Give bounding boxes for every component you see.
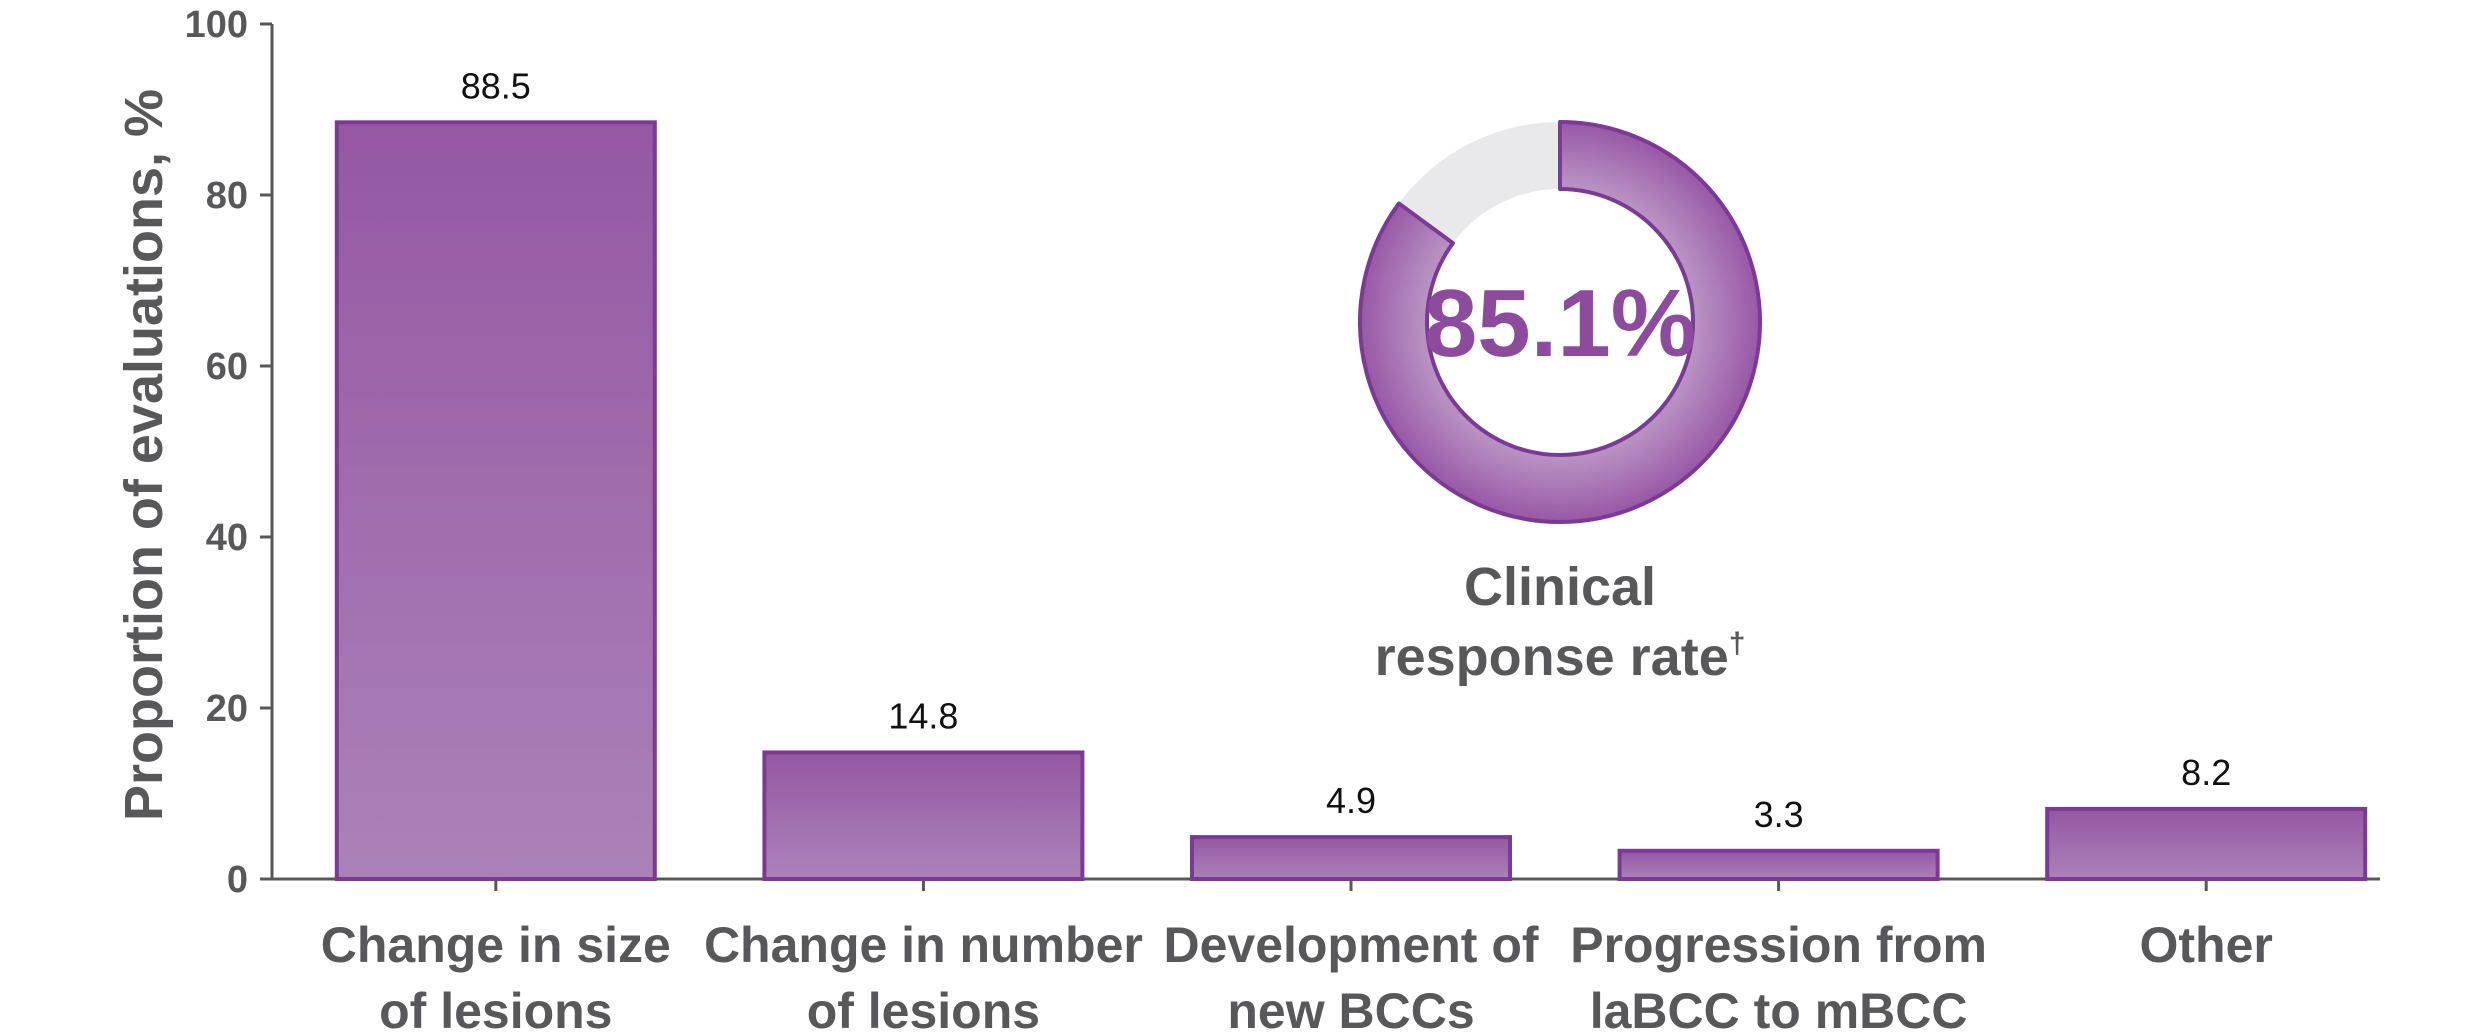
- data-label: 8.2: [2181, 752, 2231, 793]
- bar: [1190, 835, 1512, 881]
- data-label: 3.3: [1754, 794, 1804, 835]
- bar: [1617, 848, 1940, 881]
- bar: [2045, 806, 2368, 882]
- x-tick-label: Other: [2140, 917, 2273, 973]
- data-label: 88.5: [461, 65, 531, 106]
- bar: [334, 120, 657, 881]
- bar: [762, 750, 1085, 882]
- y-tick-label: 40: [206, 517, 248, 559]
- data-label: 14.8: [888, 695, 958, 736]
- donut-value-label: 85.1%: [1424, 270, 1696, 377]
- x-tick-label: Progression from laBCC to mBCC: [1570, 917, 1987, 1035]
- x-tick-label: Development of new BCCs: [1163, 917, 1538, 1035]
- y-tick-label: 0: [227, 859, 248, 901]
- dagger-footnote-mark: †: [1729, 627, 1746, 660]
- y-tick-label: 100: [185, 4, 248, 46]
- data-label: 4.9: [1326, 780, 1376, 821]
- clinical-response-donut: 85.1% Clinical response rate†: [1358, 120, 1762, 687]
- donut-caption-line: Clinical: [1464, 557, 1656, 617]
- y-axis-label: Proportion of evaluations, %: [114, 89, 174, 821]
- y-tick-label: 20: [206, 688, 248, 730]
- y-tick-label: 60: [206, 346, 248, 388]
- bars: 88.5 14.8 4.9 3.3 8.2: [334, 65, 2368, 882]
- donut-arc: [1358, 120, 1762, 524]
- x-tick-label: Change in number of lesions: [704, 917, 1143, 1035]
- y-tick-label: 80: [206, 175, 248, 217]
- x-tick-label: Change in size of lesions: [321, 917, 671, 1035]
- donut-caption-line: response rate†: [1375, 627, 1746, 687]
- x-axis-labels: Change in size of lesions Change in number…: [321, 879, 2273, 1035]
